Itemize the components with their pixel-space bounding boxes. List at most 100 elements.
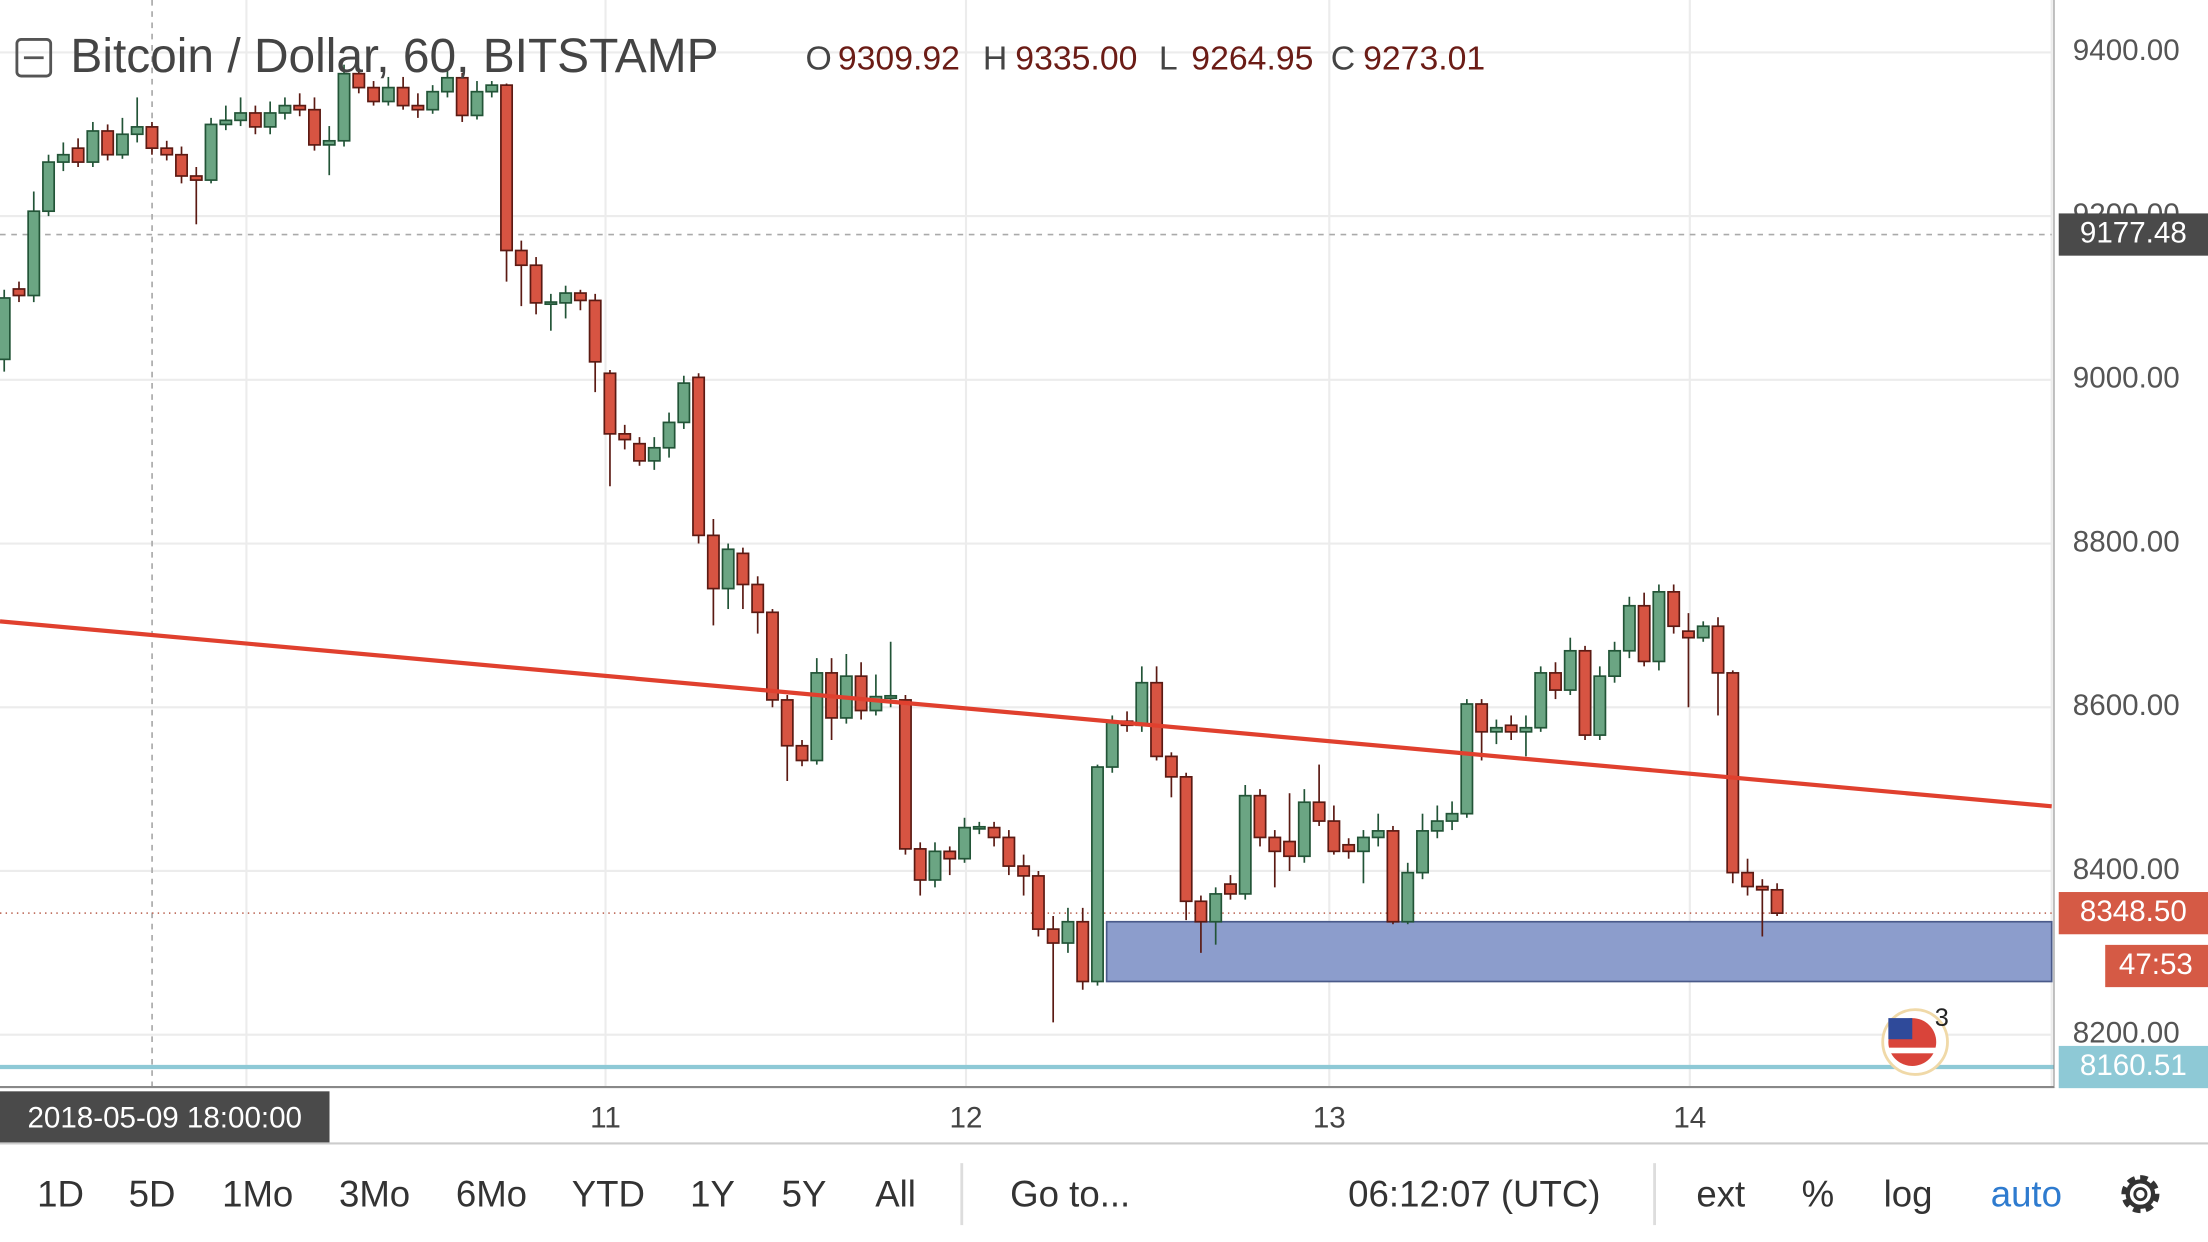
collapse-icon[interactable]: [15, 38, 53, 78]
candle: [943, 846, 957, 876]
candle: [1445, 801, 1459, 831]
option-button[interactable]: auto: [1991, 1174, 2062, 1215]
candle-body: [1164, 755, 1178, 778]
symbol-title: Bitcoin / Dollar, 60, BITSTAMP: [70, 30, 718, 83]
ohlc-key: O: [805, 39, 831, 77]
candle: [1770, 883, 1784, 917]
candle-body: [1076, 920, 1090, 983]
settings-gear[interactable]: [2121, 1175, 2160, 1214]
candle: [1519, 715, 1533, 757]
candle: [972, 821, 986, 835]
candle-body: [1489, 726, 1503, 733]
candle-body: [440, 76, 454, 93]
candle: [588, 293, 602, 393]
candle-body: [1031, 875, 1045, 930]
candle: [234, 97, 248, 127]
range-button[interactable]: 3Mo: [339, 1174, 410, 1215]
candle-body: [1061, 920, 1075, 944]
candle-body: [352, 72, 366, 89]
candle-body: [1652, 591, 1666, 663]
x-tick-label: 12: [950, 1101, 983, 1134]
candle: [1150, 666, 1164, 761]
candle-body: [1726, 672, 1740, 874]
option-button[interactable]: ext: [1696, 1174, 1745, 1215]
clock: 06:12:07 (UTC): [1348, 1174, 1600, 1215]
option-button[interactable]: %: [1802, 1174, 1835, 1215]
candle-body: [544, 301, 558, 306]
candle: [795, 740, 809, 767]
candle-body: [1356, 836, 1370, 853]
candle: [573, 289, 587, 311]
range-button[interactable]: All: [875, 1174, 916, 1215]
range-button[interactable]: 5D: [129, 1174, 176, 1215]
candle-body: [618, 433, 632, 441]
candle-body: [27, 210, 41, 297]
candle-body: [1711, 625, 1725, 674]
y-tick-label: 9000.00: [2073, 362, 2180, 395]
range-button[interactable]: 5Y: [782, 1174, 827, 1215]
candle: [1696, 621, 1710, 642]
range-button[interactable]: 1D: [37, 1174, 84, 1215]
candle-body: [1268, 836, 1282, 853]
candle-body: [854, 675, 868, 712]
crosshair-price: 9177.48: [2080, 216, 2187, 249]
ohlc-value: 9309.92: [838, 39, 960, 77]
flag-stripe: [1888, 1047, 1937, 1054]
candle: [0, 289, 11, 372]
candle-body: [1312, 801, 1326, 822]
candle-body: [1637, 604, 1651, 663]
candle: [1002, 830, 1016, 876]
candle: [1549, 662, 1562, 700]
candle-body: [367, 86, 381, 103]
candle-body: [86, 130, 100, 163]
candle-body: [559, 292, 573, 304]
option-button[interactable]: log: [1884, 1174, 1933, 1215]
candle: [958, 817, 972, 863]
y-tick-label: 8200.00: [2073, 1017, 2180, 1050]
candle: [1091, 764, 1104, 986]
candle: [1223, 875, 1237, 900]
range-button[interactable]: 1Mo: [222, 1174, 293, 1215]
goto-button[interactable]: Go to...: [1010, 1174, 1130, 1215]
candle-body: [898, 699, 912, 850]
range-button[interactable]: 1Y: [690, 1174, 735, 1215]
candle: [692, 373, 706, 544]
support-zone: [1105, 920, 2053, 983]
candle-body: [677, 382, 691, 424]
candle: [633, 437, 646, 466]
candle-body: [958, 826, 972, 860]
crosshair-time: 2018-05-09 18:00:00: [27, 1101, 302, 1134]
candle: [1637, 592, 1651, 667]
events-badge[interactable]: 3: [1881, 1004, 1949, 1076]
candle: [1164, 752, 1178, 798]
ohlc-value: 9335.00: [1015, 39, 1137, 77]
candle: [1371, 813, 1385, 847]
flag-canton: [1888, 1018, 1913, 1040]
candle-body: [0, 297, 11, 361]
candle: [1681, 613, 1695, 708]
candle-body: [1563, 649, 1577, 691]
candle-body: [130, 126, 144, 136]
candle: [544, 293, 558, 331]
range-button[interactable]: 6Mo: [456, 1174, 527, 1215]
candle-body: [1681, 630, 1695, 639]
candle: [1238, 785, 1252, 900]
candle-body: [1593, 675, 1607, 736]
candle: [248, 105, 262, 135]
support-price: 8160.51: [2080, 1049, 2187, 1082]
candle: [1031, 870, 1045, 937]
candle: [662, 412, 676, 458]
candle-body: [500, 84, 514, 252]
candle-body: [485, 84, 499, 93]
candle-body: [529, 264, 543, 304]
candle: [500, 83, 514, 282]
candle-body: [1283, 840, 1297, 858]
candle: [1283, 793, 1297, 871]
candle-body: [1696, 625, 1710, 639]
candle: [898, 694, 912, 855]
range-button[interactable]: YTD: [572, 1174, 645, 1215]
candle: [1741, 858, 1755, 896]
